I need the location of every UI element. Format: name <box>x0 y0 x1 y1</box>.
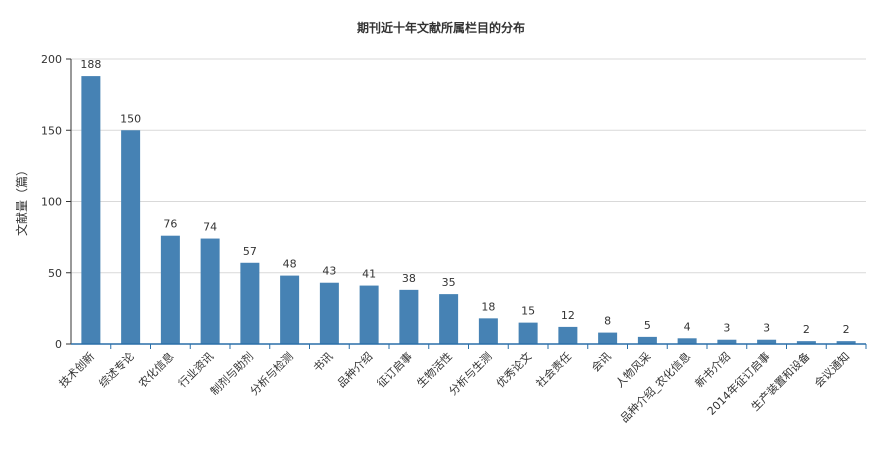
x-tick-label: 会讯 <box>589 350 614 375</box>
x-tick-label: 新书介绍 <box>692 349 733 390</box>
bar-value-label: 12 <box>561 309 575 322</box>
bar-value-label: 35 <box>442 276 456 289</box>
axes <box>66 58 867 349</box>
bar-value-label: 3 <box>723 322 730 335</box>
bar-value-label: 18 <box>481 300 495 313</box>
bar <box>598 332 618 344</box>
bar <box>240 262 260 344</box>
bar <box>677 338 697 344</box>
bar-value-label: 188 <box>80 58 101 71</box>
x-tick-label: 人物风采 <box>612 349 653 390</box>
bar <box>280 275 300 344</box>
x-tick-label: 技术创新 <box>56 349 97 390</box>
x-tick-label: 书讯 <box>311 350 336 375</box>
y-tick-label: 50 <box>48 267 62 280</box>
gridlines <box>71 58 866 274</box>
bar-value-label: 38 <box>402 272 416 285</box>
bar-value-label: 2 <box>843 323 850 336</box>
x-tick-label: 征订启事 <box>375 350 415 390</box>
bar-value-label: 150 <box>120 112 141 125</box>
bar-value-label: 48 <box>283 258 297 271</box>
bar-value-label: 76 <box>163 218 177 231</box>
y-tick-label: 150 <box>41 124 62 137</box>
x-tick-label: 生物活性 <box>414 349 455 390</box>
x-tick-label: 分析与检测 <box>247 349 296 398</box>
x-tick-label: 品种介绍_农化信息 <box>617 349 693 425</box>
bar <box>319 282 339 344</box>
bar-value-label: 8 <box>604 315 611 328</box>
x-tick-label: 综述专论 <box>96 349 137 390</box>
bar <box>518 322 538 344</box>
bar-value-label: 57 <box>243 245 257 258</box>
chart-title: 期刊近十年文献所属栏目的分布 <box>357 20 525 35</box>
y-tick-label: 100 <box>41 196 62 209</box>
bar <box>796 341 816 344</box>
bar <box>200 238 220 344</box>
bar <box>81 76 101 344</box>
bar <box>757 339 777 344</box>
y-tick-label: 200 <box>41 53 62 66</box>
bar-value-label: 15 <box>521 305 535 318</box>
x-tick-label: 分析与生测 <box>446 349 495 398</box>
bar <box>836 341 856 344</box>
bar <box>399 289 419 344</box>
bar <box>558 326 578 344</box>
bar <box>637 336 657 344</box>
bars <box>81 76 856 344</box>
x-tick-label: 品种介绍 <box>334 349 375 390</box>
x-tick-label: 会议通知 <box>811 349 852 390</box>
bar-value-label: 3 <box>763 322 770 335</box>
y-tick-label: 0 <box>55 338 62 351</box>
x-tick-label: 社会责任 <box>533 349 574 390</box>
bar-value-label: 4 <box>684 320 691 333</box>
bar <box>359 285 379 344</box>
bar <box>478 318 498 344</box>
x-tick-label: 优秀论文 <box>493 349 534 390</box>
bar <box>439 294 459 344</box>
bar-value-label: 43 <box>322 265 336 278</box>
x-tick-label: 农化信息 <box>135 349 176 390</box>
bar-value-label: 74 <box>203 221 217 234</box>
y-axis-label: 文献量（篇） <box>14 164 29 236</box>
bar-value-label: 5 <box>644 319 651 332</box>
bar <box>121 130 141 344</box>
bar-value-label: 41 <box>362 268 376 281</box>
bar <box>160 235 180 344</box>
bar-value-label: 2 <box>803 323 810 336</box>
bar <box>717 339 737 344</box>
x-tick-label: 行业资讯 <box>176 350 216 390</box>
